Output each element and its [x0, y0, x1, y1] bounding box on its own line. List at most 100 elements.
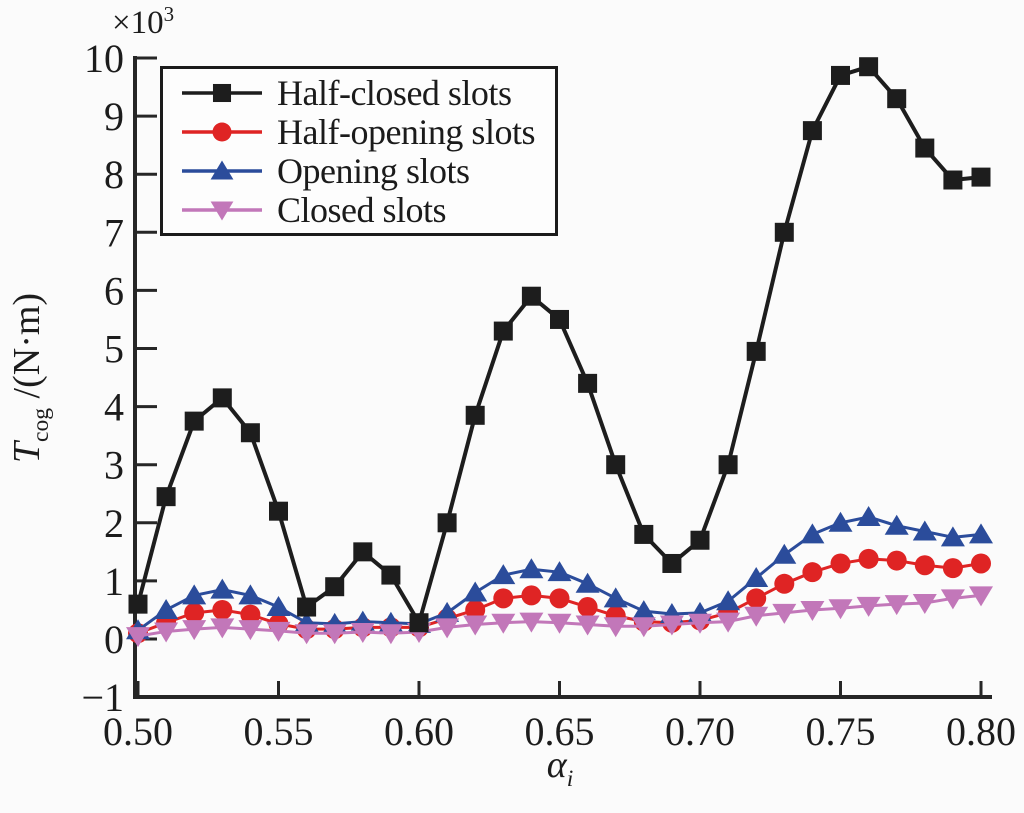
- y-axis-title-subscript: cog: [27, 407, 54, 442]
- marker-square: [634, 524, 654, 544]
- legend-item-half-opening-slots: Half-opening slots: [179, 111, 555, 152]
- marker-square: [465, 405, 485, 425]
- legend-label-half-opening-slots: Half-opening slots: [277, 111, 535, 152]
- y-tick-label-6: 6: [104, 268, 124, 313]
- legend-label-opening-slots: Opening slots: [277, 150, 470, 191]
- marker-triangle-down: [182, 620, 207, 641]
- marker-triangle-down: [547, 613, 572, 634]
- marker-circle: [212, 122, 232, 141]
- marker-triangle-up: [435, 601, 460, 622]
- legend-swatch-opening-slots: [182, 160, 262, 180]
- marker-square: [156, 487, 176, 507]
- y-axis-multiplier: ×103: [112, 2, 174, 42]
- y-tick-label-7: 7: [104, 210, 124, 255]
- marker-triangle-down: [350, 623, 375, 644]
- marker-triangle-up: [238, 584, 263, 605]
- marker-circle: [774, 573, 795, 594]
- marker-triangle-up: [575, 572, 600, 593]
- marker-square: [550, 309, 569, 329]
- marker-square: [212, 388, 232, 408]
- legend-label-half-closed-slots: Half-closed slots: [277, 72, 512, 113]
- marker-triangle-down: [631, 617, 656, 638]
- marker-square: [887, 89, 907, 109]
- marker-square: [325, 577, 345, 597]
- marker-triangle-up: [884, 514, 909, 535]
- marker-triangle-down: [126, 627, 150, 648]
- x-axis-title-symbol: α: [546, 744, 567, 787]
- marker-circle: [240, 604, 261, 625]
- x-tick-label-0.75: 0.75: [806, 709, 876, 754]
- marker-triangle-up: [463, 581, 488, 602]
- marker-triangle-down: [491, 613, 516, 634]
- marker-triangle-down: [266, 621, 291, 642]
- marker-circle: [184, 602, 205, 623]
- marker-triangle-down: [238, 620, 263, 641]
- x-axis-title-subscript: i: [566, 765, 574, 792]
- marker-square: [578, 373, 598, 393]
- legend-item-opening-slots: Opening slots: [179, 150, 555, 191]
- marker-circle: [549, 588, 570, 609]
- legend-label-closed-slots: Closed slots: [277, 189, 447, 230]
- marker-square: [802, 121, 822, 141]
- marker-circle: [971, 553, 991, 574]
- marker-circle: [830, 553, 851, 574]
- legend-swatch-closed-slots: [182, 200, 262, 220]
- marker-triangle-up: [912, 520, 937, 541]
- marker-triangle-down: [435, 618, 460, 639]
- marker-square: [943, 170, 963, 190]
- marker-circle: [521, 585, 542, 606]
- marker-triangle-down: [210, 200, 234, 220]
- x-tick-label-0.70: 0.70: [665, 709, 735, 754]
- marker-triangle-down: [322, 624, 347, 645]
- marker-triangle-up: [182, 584, 207, 605]
- marker-circle: [802, 562, 823, 583]
- marker-triangle-down: [659, 615, 684, 636]
- marker-triangle-down: [912, 593, 937, 614]
- marker-triangle-up: [744, 566, 769, 587]
- x-tick-label-0.50: 0.50: [103, 709, 173, 754]
- marker-triangle-up: [603, 587, 628, 608]
- y-tick-label-9: 9: [104, 94, 124, 139]
- marker-triangle-down: [688, 613, 712, 634]
- marker-square: [831, 65, 850, 85]
- x-tick-label-0.65: 0.65: [525, 709, 595, 754]
- y-tick-label-0: 0: [104, 617, 124, 662]
- marker-circle: [942, 558, 963, 579]
- marker-circle: [212, 599, 233, 620]
- marker-triangle-up: [519, 558, 544, 579]
- series-closed-slots: [126, 586, 993, 648]
- marker-triangle-down: [154, 622, 179, 643]
- y-axis-title-units: /(N·m): [6, 292, 49, 408]
- marker-square: [128, 594, 148, 614]
- marker-triangle-up: [828, 511, 853, 532]
- marker-triangle-down: [856, 596, 881, 617]
- y-tick-label-2: 2: [104, 501, 124, 546]
- legend-swatch-half-opening-slots: [182, 122, 262, 141]
- marker-triangle-up: [631, 600, 656, 621]
- y-tick-label-4: 4: [104, 385, 124, 430]
- marker-circle: [746, 588, 767, 609]
- marker-square: [690, 530, 710, 550]
- marker-square: [718, 455, 738, 475]
- marker-triangle-up: [856, 505, 881, 526]
- marker-square: [606, 455, 626, 475]
- marker-square: [437, 513, 457, 533]
- marker-triangle-up: [210, 160, 234, 180]
- marker-square: [493, 321, 513, 341]
- marker-square: [971, 167, 991, 187]
- marker-triangle-up: [547, 561, 572, 582]
- marker-square: [184, 411, 204, 431]
- y-axis-title-symbol: T: [6, 441, 49, 464]
- legend-item-closed-slots: Closed slots: [179, 189, 555, 230]
- marker-square: [409, 613, 429, 633]
- legend-item-half-closed-slots: Half-closed slots: [179, 72, 555, 113]
- marker-triangle-up: [210, 578, 235, 599]
- x-tick-label-0.80: 0.80: [946, 709, 1016, 754]
- marker-triangle-down: [575, 615, 600, 636]
- y-tick-label-8: 8: [104, 152, 124, 197]
- marker-triangle-down: [210, 618, 235, 639]
- marker-triangle-up: [266, 596, 291, 617]
- marker-triangle-up: [969, 523, 993, 544]
- legend-swatch-half-closed-slots: [182, 83, 262, 102]
